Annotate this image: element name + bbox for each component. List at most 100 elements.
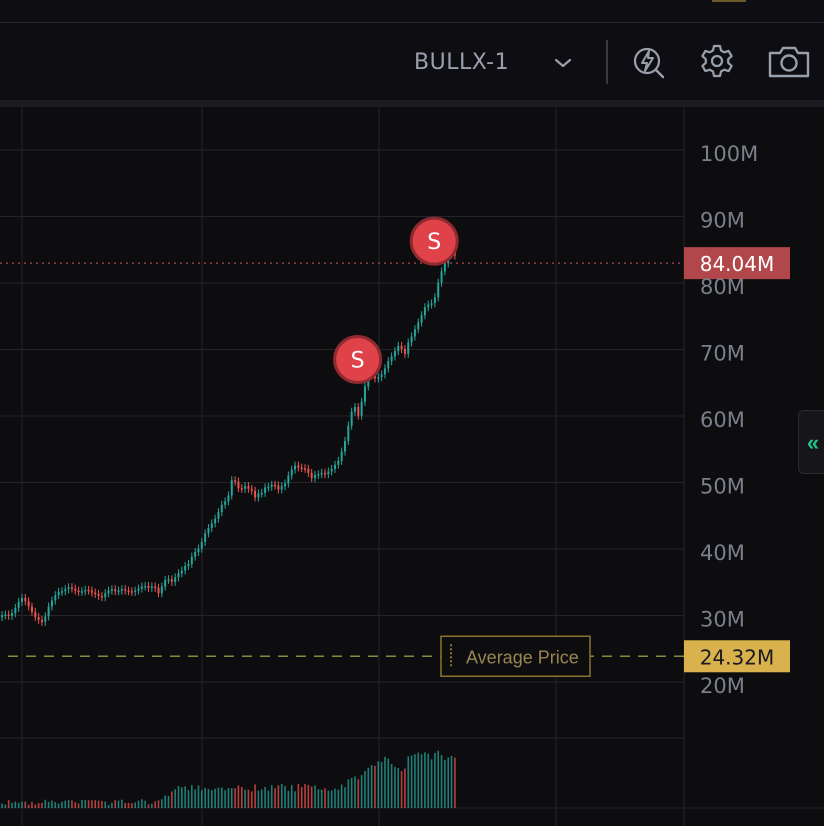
volume-bar: [121, 799, 123, 808]
candle-body: [327, 471, 330, 475]
candle-body: [407, 342, 410, 354]
candle-body: [343, 440, 346, 452]
volume-bar: [414, 754, 416, 808]
volume-bar: [74, 802, 77, 808]
average-price-label-bg: [684, 640, 790, 673]
volume-bar: [64, 800, 67, 808]
volume-bar: [274, 788, 276, 808]
candle-body: [160, 586, 163, 594]
volume-bar: [214, 788, 216, 808]
volume-bar: [137, 800, 140, 808]
volume-bar: [17, 802, 20, 808]
candle-body: [84, 589, 87, 592]
volume-bar: [54, 802, 57, 808]
candle-body: [107, 590, 110, 594]
candle-body: [297, 465, 300, 468]
volume-bar: [450, 755, 453, 808]
average-price-line: Average Price 24.32M: [8, 635, 790, 678]
volume-bar: [164, 795, 166, 808]
candle-body: [90, 590, 93, 593]
volume-bar: [24, 801, 27, 808]
volume-bar: [154, 801, 156, 808]
candle-body: [74, 588, 77, 591]
candle-body: [177, 573, 180, 578]
candle-body: [287, 475, 290, 484]
candle-body: [134, 590, 137, 593]
volume-bar: [21, 801, 23, 808]
candle-body: [413, 329, 416, 337]
candle-body: [170, 579, 173, 582]
candle-body: [410, 336, 413, 343]
chart-toolbar: BULLX-1: [0, 0, 824, 100]
volume-bar: [320, 789, 323, 808]
camera-icon[interactable]: [766, 42, 812, 80]
volume-bar: [41, 802, 43, 808]
candle-body: [290, 469, 293, 476]
volume-bar: [171, 791, 173, 808]
candle-body: [110, 589, 113, 591]
candle-body: [1, 615, 3, 618]
candle-body: [157, 587, 160, 594]
candle-body: [44, 616, 47, 622]
candle-body: [427, 304, 430, 308]
volume-bar: [247, 789, 250, 808]
volume-bar: [257, 790, 260, 808]
candle-body: [240, 488, 243, 490]
volume-bar: [147, 804, 150, 808]
current-price-label-bg: [684, 247, 790, 280]
candle-body: [440, 271, 443, 283]
volume-bar: [407, 756, 410, 808]
volume-bar: [1, 803, 3, 808]
volume-bar: [297, 784, 300, 808]
volume-bar: [284, 786, 286, 808]
volume-bar: [87, 800, 90, 808]
volume-bar: [294, 791, 296, 808]
volume-bar: [357, 779, 360, 808]
candle-body: [47, 606, 50, 617]
candle-body: [184, 565, 187, 571]
volume-bar: [260, 789, 263, 808]
volume-bar: [280, 783, 283, 808]
candle-body: [433, 297, 436, 304]
volume-bar: [410, 755, 413, 808]
expand-panel-tab[interactable]: «: [798, 410, 824, 474]
candle-body: [57, 591, 60, 596]
volume-bar: [350, 777, 353, 808]
volume-bar: [327, 790, 330, 808]
candle-body: [34, 611, 37, 618]
volume-bar: [7, 800, 10, 808]
gear-icon[interactable]: [698, 42, 736, 80]
volume-bar: [437, 750, 440, 808]
volume-bar: [430, 759, 433, 808]
candle-body: [284, 483, 287, 487]
candle-body: [187, 563, 190, 566]
candle-body: [117, 590, 120, 593]
candle-body: [334, 464, 336, 469]
volume-bar: [420, 754, 423, 808]
candle-body: [307, 468, 310, 473]
chevron-down-icon[interactable]: [550, 50, 576, 76]
average-price-tag-box: [440, 635, 591, 678]
candle-body: [127, 590, 130, 593]
candle-body: [324, 472, 327, 475]
volume-bar: [397, 768, 400, 808]
preset-select-label[interactable]: BULLX-1: [414, 50, 510, 75]
volume-bar: [427, 753, 430, 808]
price-chart[interactable]: Average Price 24.32M 84.04M SS 100M90M80M…: [0, 107, 824, 826]
average-price-label: 24.32M: [700, 645, 775, 669]
candle-body: [60, 591, 63, 593]
indicator-icon[interactable]: [630, 42, 668, 80]
volume-bar: [111, 802, 113, 808]
candle-body: [430, 303, 433, 305]
volume-bar: [184, 786, 186, 808]
candle-body: [400, 345, 403, 350]
candle-body: [443, 263, 446, 272]
volume-bar: [47, 801, 50, 808]
toolbar-separator: [606, 40, 608, 84]
candle-body: [360, 401, 363, 416]
candle-body: [150, 586, 153, 589]
volume-bar: [187, 790, 190, 808]
candle-body: [330, 468, 333, 472]
volume-bar: [27, 804, 30, 808]
candle-body: [387, 361, 390, 369]
